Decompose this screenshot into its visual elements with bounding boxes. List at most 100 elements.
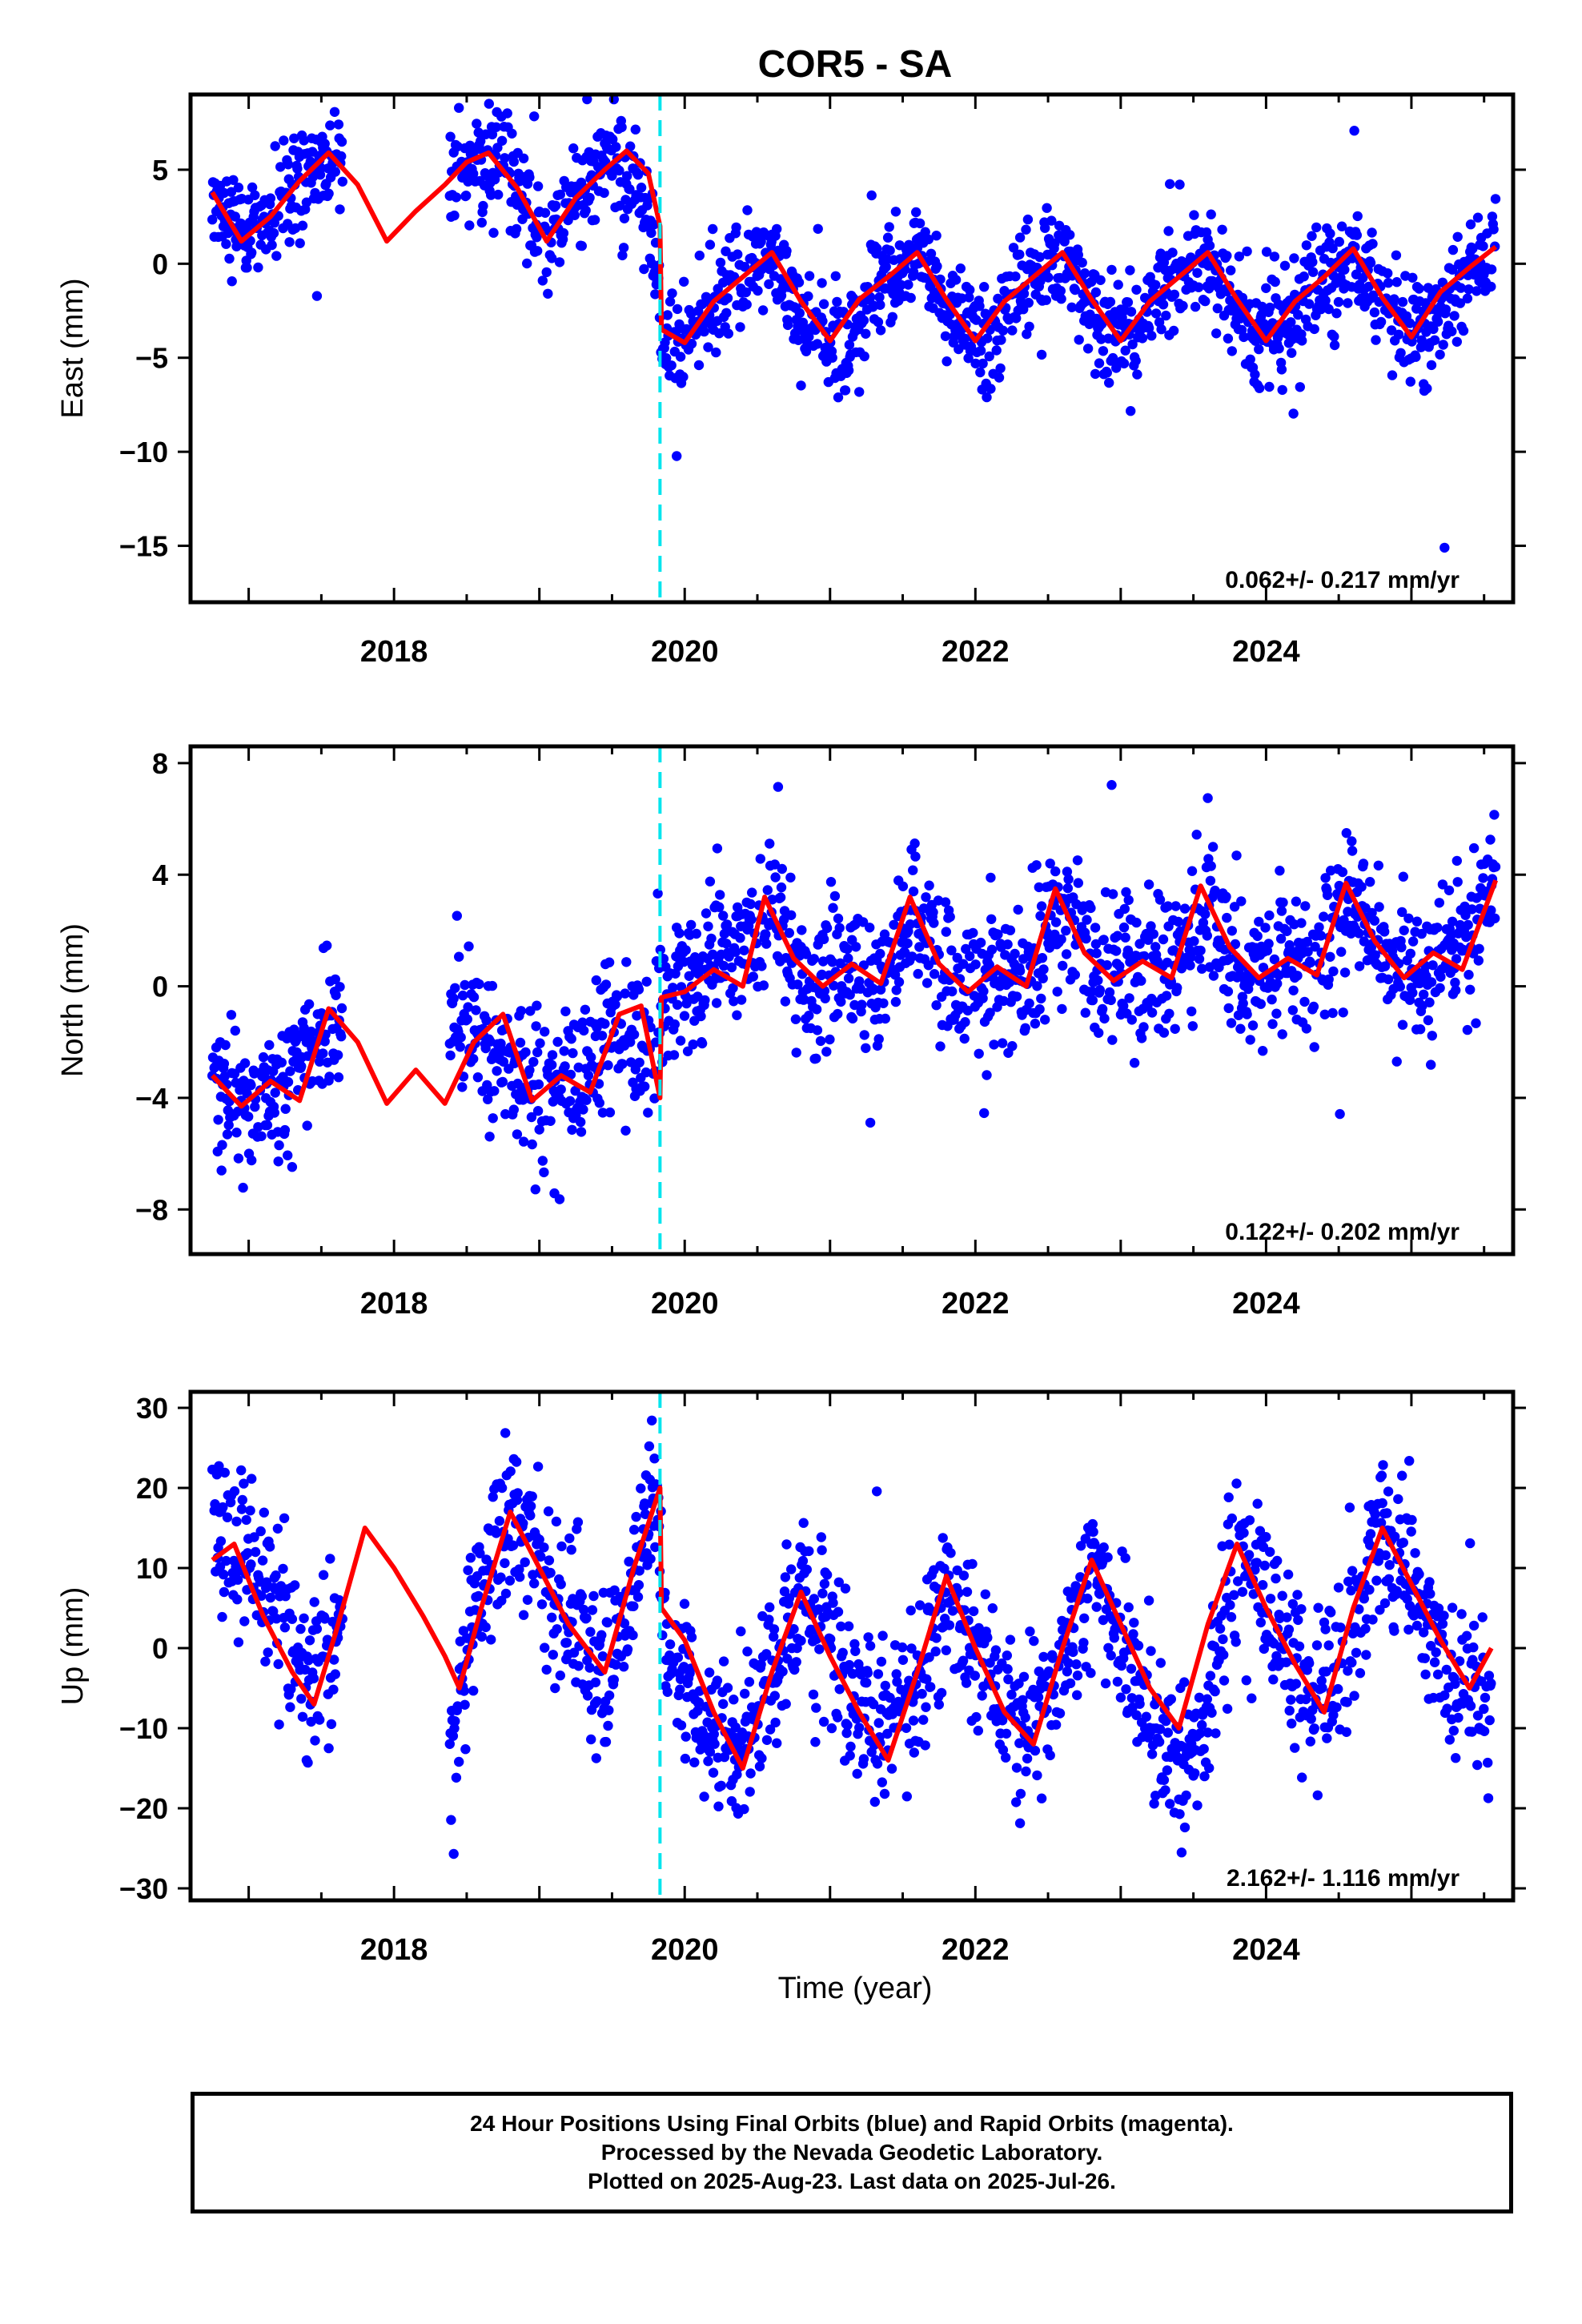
data-point xyxy=(1403,913,1414,924)
data-point xyxy=(583,1070,594,1081)
data-point xyxy=(597,1108,608,1118)
data-point xyxy=(650,289,661,300)
data-point xyxy=(524,172,535,183)
data-point xyxy=(1450,1679,1460,1689)
data-point xyxy=(857,999,867,1010)
data-point xyxy=(812,1025,823,1035)
data-point xyxy=(1014,966,1026,976)
data-point xyxy=(230,1025,240,1036)
data-point xyxy=(1361,1650,1371,1660)
data-point xyxy=(1023,297,1034,308)
data-point xyxy=(1293,309,1303,320)
data-point xyxy=(761,1735,773,1745)
data-point xyxy=(906,1643,917,1654)
data-point xyxy=(739,1803,749,1815)
data-point xyxy=(614,165,624,176)
data-point xyxy=(833,1712,843,1723)
data-point xyxy=(982,392,992,403)
data-point xyxy=(550,200,561,211)
data-point xyxy=(328,1684,339,1695)
data-point xyxy=(1200,296,1211,307)
data-point xyxy=(711,347,721,358)
data-point xyxy=(1352,211,1363,222)
data-point xyxy=(772,1738,782,1748)
data-point xyxy=(1383,1574,1395,1585)
data-point xyxy=(801,949,812,959)
data-point xyxy=(859,1030,869,1040)
data-point xyxy=(1419,989,1429,1000)
data-point xyxy=(932,261,942,271)
data-point xyxy=(1360,1623,1371,1634)
plot-area-east xyxy=(207,94,1501,553)
data-point xyxy=(579,1025,589,1036)
data-point xyxy=(769,1631,779,1642)
data-point xyxy=(1103,1642,1114,1653)
data-point xyxy=(632,1591,644,1602)
data-point xyxy=(1365,877,1375,887)
data-point xyxy=(1432,923,1443,933)
data-point xyxy=(885,1692,895,1703)
data-point xyxy=(1219,1650,1229,1660)
data-point xyxy=(487,980,498,991)
data-point xyxy=(877,1630,888,1641)
data-point xyxy=(850,942,861,952)
data-point xyxy=(1335,1622,1346,1633)
data-point xyxy=(1131,917,1142,928)
data-point xyxy=(1018,1695,1028,1705)
data-point xyxy=(1486,281,1496,292)
data-point xyxy=(1489,810,1500,820)
data-point xyxy=(1407,336,1417,347)
data-point xyxy=(1371,335,1381,345)
data-point xyxy=(1205,875,1216,887)
data-point xyxy=(1050,866,1061,877)
data-point xyxy=(1479,1703,1489,1715)
data-point xyxy=(1456,1609,1467,1619)
data-point xyxy=(335,982,345,992)
data-point xyxy=(1320,873,1331,883)
data-point xyxy=(968,927,978,939)
data-point xyxy=(611,142,621,152)
data-point xyxy=(1272,979,1283,989)
data-point xyxy=(1438,340,1448,350)
data-point xyxy=(1313,1602,1323,1613)
data-point xyxy=(820,993,830,1003)
data-point xyxy=(1112,931,1123,941)
data-point xyxy=(1270,276,1280,287)
data-point xyxy=(1326,1607,1336,1618)
data-point xyxy=(797,925,807,935)
data-point xyxy=(1045,858,1055,869)
data-point xyxy=(619,1618,630,1629)
data-point xyxy=(616,122,627,133)
data-point xyxy=(1311,1640,1323,1651)
x-tick-label: 2020 xyxy=(651,1933,719,1967)
data-point xyxy=(1283,1569,1294,1580)
data-point xyxy=(1334,236,1345,247)
data-point xyxy=(675,1684,685,1695)
data-point xyxy=(1411,916,1423,927)
data-point xyxy=(1204,240,1215,251)
data-point xyxy=(600,1019,610,1029)
data-point xyxy=(544,1555,555,1566)
data-point xyxy=(647,1415,657,1426)
data-point xyxy=(796,1635,806,1646)
data-point xyxy=(1331,1702,1342,1713)
data-point xyxy=(723,328,733,339)
data-point xyxy=(628,1601,639,1612)
data-point xyxy=(1106,1651,1116,1661)
data-point xyxy=(1287,1005,1299,1015)
data-point xyxy=(1260,923,1271,933)
data-point xyxy=(777,863,787,875)
data-point xyxy=(515,1037,526,1048)
data-point xyxy=(1061,925,1071,936)
data-point xyxy=(1375,316,1387,328)
data-point xyxy=(798,1518,809,1528)
data-point xyxy=(547,1059,557,1071)
velocity-rate-east: 0.062+/- 0.217 mm/yr xyxy=(1225,567,1460,593)
data-point xyxy=(1211,328,1222,339)
data-point xyxy=(825,1034,835,1045)
data-point xyxy=(1207,1707,1217,1718)
data-point xyxy=(1063,1658,1074,1668)
data-point xyxy=(322,1634,333,1645)
data-point xyxy=(843,1621,854,1631)
data-point xyxy=(315,1715,325,1725)
